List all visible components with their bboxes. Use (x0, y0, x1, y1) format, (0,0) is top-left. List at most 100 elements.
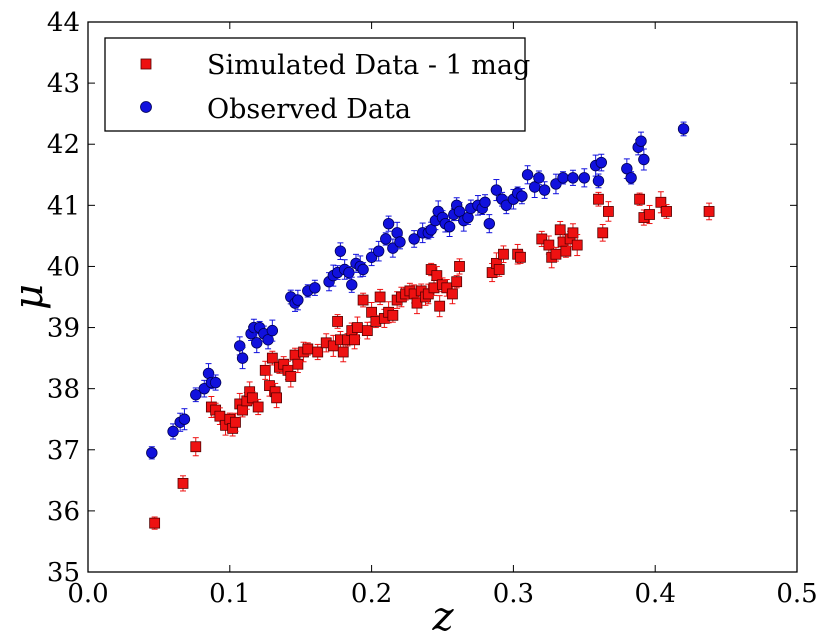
data-point-simulated (498, 248, 509, 260)
data-point-simulated (554, 224, 566, 236)
data-point-observed (533, 172, 545, 184)
y-tick-label: 44 (47, 8, 80, 38)
data-point-observed (343, 266, 355, 279)
axis-ticks: 0.0 0.1 0.2 0.3 0.4 0.5 35 36 37 38 39 40 41 42 43 44 (47, 8, 818, 609)
data-point-observed (677, 123, 690, 135)
data-point-simulated (411, 297, 423, 309)
data-point-observed (209, 376, 222, 389)
x-tick-label: 0.4 (635, 579, 676, 609)
data-point-simulated (312, 346, 324, 358)
data-point-simulated (661, 206, 672, 217)
data-point-simulated (515, 251, 526, 263)
data-point-observed (567, 172, 579, 184)
data-point-simulated (571, 239, 583, 251)
data-point-simulated (247, 392, 258, 404)
data-point-observed (234, 340, 246, 352)
data-point-simulated (332, 316, 343, 327)
data-point-simulated (237, 404, 248, 416)
x-tick-label: 0.1 (209, 579, 250, 609)
y-tick-label: 40 (47, 252, 80, 282)
data-point-observed (382, 217, 395, 230)
data-point-observed (309, 282, 321, 294)
data-point-simulated (349, 334, 360, 346)
data-point-simulated (703, 206, 715, 217)
x-tick-label: 0.2 (351, 579, 392, 609)
data-point-observed (251, 337, 263, 349)
data-point-simulated (441, 282, 453, 294)
data-point-observed (592, 175, 605, 187)
data-point-observed (516, 190, 528, 202)
data-point-simulated (285, 371, 297, 382)
data-point-simulated (357, 294, 369, 306)
x-tick-label: 0.3 (493, 579, 534, 609)
data-point-observed (443, 221, 456, 233)
y-tick-label: 43 (47, 69, 80, 99)
data-point-simulated (352, 322, 363, 333)
y-tick-label: 38 (47, 375, 80, 405)
data-point-simulated (593, 193, 604, 205)
y-tick-label: 36 (47, 497, 80, 527)
data-point-simulated (177, 477, 189, 489)
data-point-simulated (431, 270, 443, 282)
legend-box (104, 37, 526, 132)
x-axis-label: z (431, 594, 454, 640)
data-point-simulated (230, 416, 241, 428)
y-axis-label: μ (6, 284, 52, 310)
data-point-simulated (655, 196, 667, 208)
data-point-observed (638, 153, 650, 166)
data-point-simulated (266, 352, 278, 364)
legend-label-simulated: Simulated Data - 1 mag (207, 50, 530, 81)
data-point-observed (479, 196, 491, 208)
data-point-simulated (434, 300, 446, 312)
data-point-simulated (374, 291, 386, 303)
data-point-observed (380, 233, 392, 245)
legend-marker-observed (140, 101, 152, 113)
data-point-simulated (543, 239, 555, 251)
data-point-simulated (337, 346, 349, 358)
data-point-observed (483, 217, 495, 230)
data-point-simulated (451, 276, 463, 288)
series-simulated (149, 191, 715, 530)
data-point-simulated (454, 261, 465, 272)
data-point-observed (292, 294, 304, 306)
data-point-observed (557, 172, 569, 184)
data-point-simulated (550, 248, 562, 260)
data-point-simulated (149, 517, 161, 529)
data-point-simulated (447, 288, 458, 300)
data-point-simulated (422, 288, 434, 300)
data-point-simulated (597, 227, 609, 239)
data-point-observed (521, 169, 534, 181)
x-tick-label: 0.5 (776, 579, 817, 609)
data-point-observed (394, 236, 406, 248)
y-tick-label: 35 (47, 558, 80, 588)
y-tick-label: 39 (47, 314, 80, 344)
y-tick-label: 41 (47, 191, 80, 221)
data-point-observed (578, 172, 591, 184)
y-tick-label: 37 (47, 436, 80, 466)
data-point-simulated (560, 245, 572, 257)
legend-label-observed: Observed Data (207, 94, 411, 125)
data-point-simulated (387, 309, 399, 321)
data-point-observed (490, 184, 503, 196)
data-point-observed (178, 413, 191, 425)
data-point-simulated (252, 401, 264, 413)
data-point-observed (262, 334, 274, 346)
data-point-simulated (567, 227, 579, 239)
data-point-observed (190, 389, 202, 401)
data-point-observed (236, 352, 249, 364)
data-point-simulated (214, 410, 226, 422)
data-point-observed (625, 172, 637, 184)
data-point-simulated (264, 380, 275, 392)
data-point-simulated (603, 206, 614, 217)
data-point-observed (453, 205, 466, 218)
data-point-simulated (493, 264, 505, 275)
data-point-observed (266, 324, 279, 337)
data-point-observed (408, 233, 420, 245)
x-tick-label: 0.0 (67, 579, 108, 609)
data-point-observed (357, 263, 369, 276)
data-point-observed (346, 279, 358, 291)
data-points (146, 121, 715, 530)
series-observed (146, 121, 690, 460)
data-point-observed (635, 135, 647, 147)
